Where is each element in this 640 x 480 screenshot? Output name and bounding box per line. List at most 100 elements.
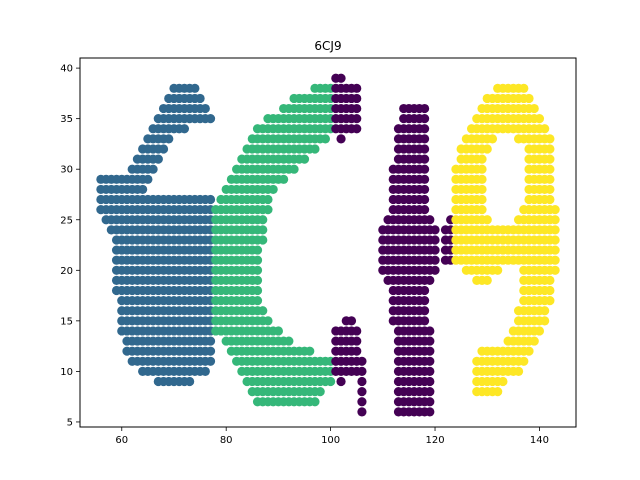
data-point [550,265,560,275]
data-point [550,245,560,255]
data-point [482,144,492,154]
y-tick-label: 40 [60,64,73,75]
data-point [545,154,555,164]
data-point [352,346,362,356]
data-point [519,83,529,93]
data-point [498,376,508,387]
data-point [425,387,435,397]
data-point [284,336,294,346]
data-point [545,184,555,195]
data-point [545,164,555,174]
data-point [430,265,440,275]
data-point [419,144,430,154]
data-point [524,346,534,356]
data-point [540,306,550,316]
data-point [268,184,278,195]
data-point [310,397,320,407]
data-point [419,174,430,184]
data-point [263,316,273,326]
data-point [205,356,216,366]
data-point [477,205,487,215]
data-point [430,245,440,255]
data-point [195,93,205,104]
chart-title: 6CJ9 [314,39,341,53]
data-point [545,285,555,296]
series-0 [96,83,216,387]
series-1 [211,83,336,407]
data-point [352,114,362,124]
data-point [550,205,560,215]
plot-frame [79,57,577,428]
data-point [493,387,503,397]
data-point [179,124,190,134]
data-point [419,114,430,124]
data-point [164,134,174,144]
data-point [357,407,367,417]
data-point [357,387,367,397]
data-point [252,275,263,286]
data-point [320,134,330,144]
data-point [529,336,539,346]
x-axis: 60 80 100 120 140 [115,427,549,446]
data-point [352,124,362,134]
data-point [534,114,545,124]
data-point [430,255,440,265]
y-tick-label: 30 [60,165,73,176]
data-point [419,285,430,296]
data-point [493,265,503,275]
data-point [425,376,435,387]
x-tick-label: 80 [220,435,233,446]
data-point [310,144,320,154]
y-tick-label: 5 [67,417,73,428]
data-point [419,134,430,144]
data-point [352,103,362,114]
data-point [352,336,362,346]
data-point [326,376,336,387]
data-point [419,316,430,326]
data-point [252,245,263,255]
data-point [419,184,430,195]
data-points [96,73,560,417]
data-point [158,144,169,154]
data-point [482,275,492,286]
data-point [430,225,440,235]
data-point [190,83,200,93]
data-point [200,366,210,376]
data-point [143,174,153,184]
data-point [205,346,216,356]
data-point [545,174,555,184]
data-point [540,124,550,134]
data-point [357,376,367,387]
data-point [258,215,268,225]
data-point [148,164,158,174]
data-point [419,306,430,316]
data-point [425,346,435,356]
data-point [519,356,529,366]
data-point [425,336,435,346]
data-point [524,93,534,104]
data-point [430,235,440,245]
data-point [352,83,362,93]
x-tick-label: 140 [530,435,549,446]
data-point [336,73,346,83]
data-point [534,326,545,336]
data-point [336,376,346,387]
data-point [258,235,268,245]
data-point [425,326,435,336]
data-point [477,184,487,195]
data-point [550,235,560,245]
data-point [419,124,430,134]
data-point [258,225,268,235]
data-point [425,275,435,286]
data-point [357,356,367,366]
data-point [252,285,263,296]
data-point [545,194,555,205]
y-tick-label: 25 [60,215,73,226]
data-point [540,316,550,326]
series-2 [331,73,456,417]
data-point [289,164,299,174]
data-point [477,154,487,164]
data-point [487,134,498,144]
data-point [205,114,216,124]
